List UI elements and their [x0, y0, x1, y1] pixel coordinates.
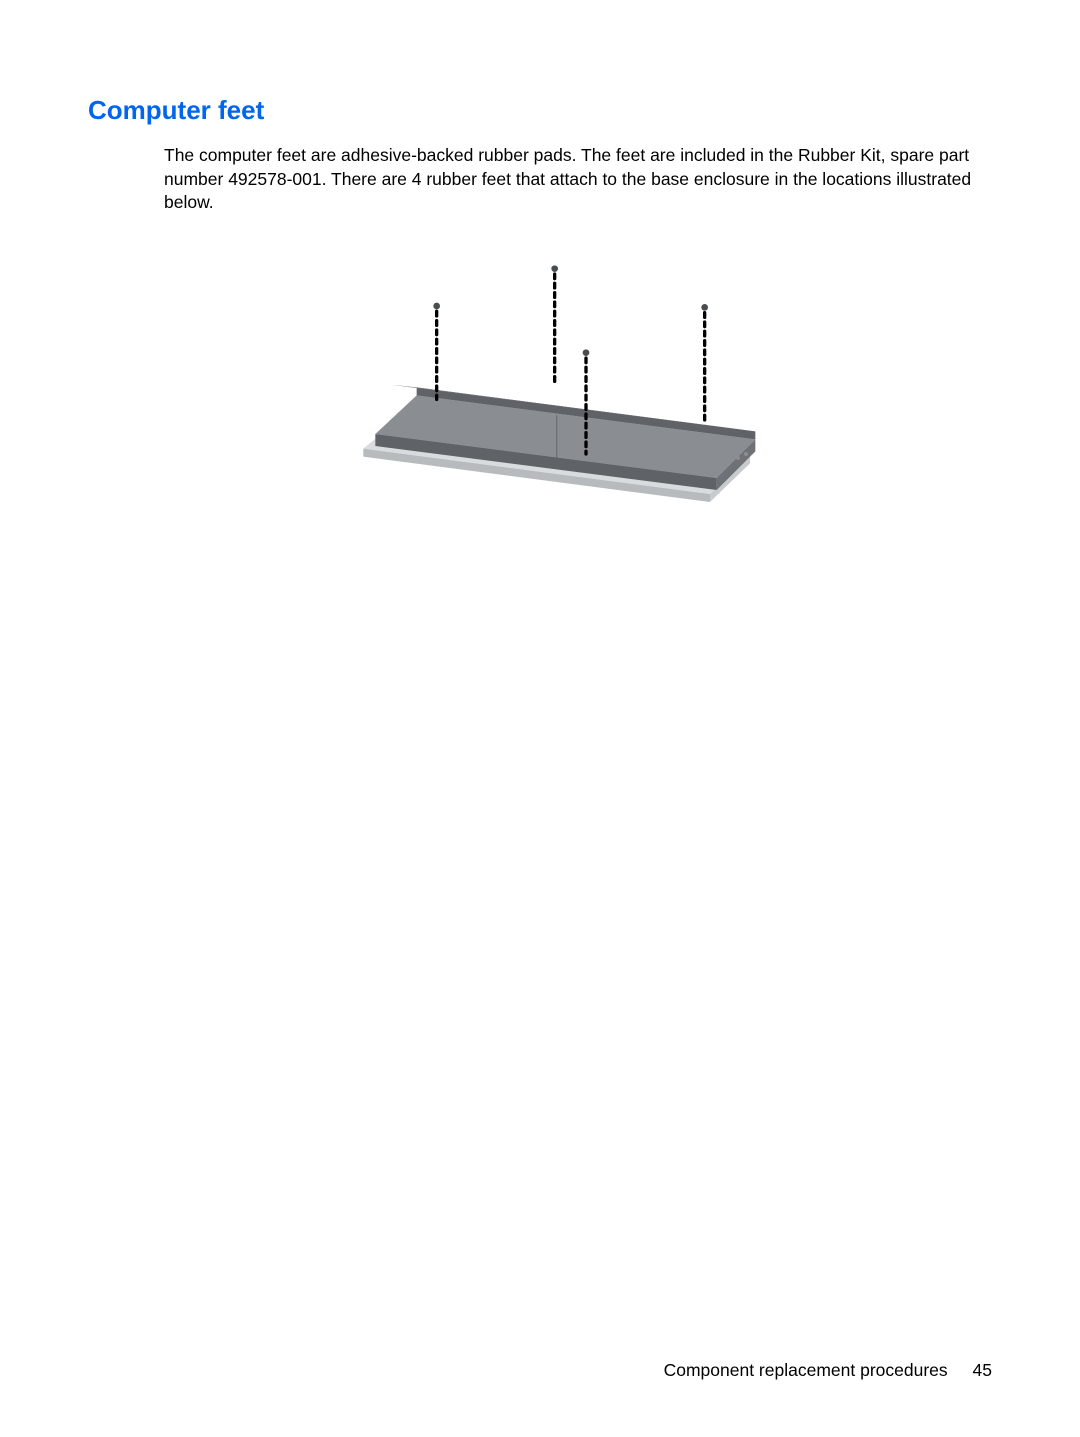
foot-front-center-foot-icon — [583, 349, 590, 356]
computer-feet-illustration — [290, 227, 790, 537]
port-dot — [744, 452, 748, 456]
port-dot — [728, 460, 732, 464]
footer-label: Component replacement procedures — [664, 1360, 948, 1380]
page: Computer feet The computer feet are adhe… — [0, 0, 1080, 1437]
foot-back-left-foot-icon — [433, 303, 440, 310]
section-body: The computer feet are adhesive-backed ru… — [164, 144, 992, 215]
section-heading: Computer feet — [88, 95, 992, 126]
page-number: 45 — [973, 1360, 992, 1380]
page-footer: Component replacement procedures 45 — [664, 1360, 992, 1381]
port-dot — [736, 456, 740, 460]
foot-back-center-foot-icon — [551, 265, 558, 272]
figure-container — [88, 227, 992, 537]
foot-back-right-foot-icon — [701, 304, 708, 311]
